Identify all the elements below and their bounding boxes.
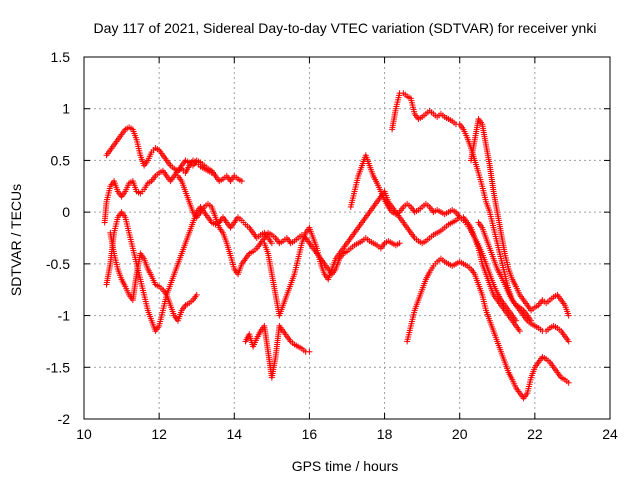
- data-point: [306, 348, 313, 355]
- chart-title: Day 117 of 2021, Sidereal Day-to-day VTE…: [94, 20, 597, 36]
- data-point: [396, 240, 403, 247]
- y-tick-label: 0.5: [51, 152, 71, 168]
- data-points: [101, 90, 572, 402]
- x-tick-label: 20: [452, 426, 468, 442]
- x-tick-label: 24: [602, 426, 618, 442]
- x-tick-label: 18: [377, 426, 393, 442]
- grid: [84, 57, 610, 419]
- data-point: [565, 379, 572, 386]
- data-point: [208, 169, 215, 176]
- data-point: [565, 338, 572, 345]
- y-tick-label: 0: [62, 204, 70, 220]
- x-tick-label: 16: [302, 426, 318, 442]
- data-point: [516, 328, 523, 335]
- y-tick-label: -2: [58, 411, 71, 427]
- x-tick-label: 12: [151, 426, 167, 442]
- data-point: [268, 240, 275, 247]
- plot-frame: [83, 56, 611, 420]
- y-axis-label: SDTVAR / TECUs: [8, 184, 24, 296]
- data-point: [513, 317, 520, 324]
- x-tick-label: 22: [527, 426, 543, 442]
- x-tick-label: 10: [76, 426, 92, 442]
- data-point: [238, 178, 245, 185]
- axis-tick-labels: 10 12 14 16 18 20 22 24 -2 -1.5 -1 -0.5 0 0.5 1 1.5: [46, 49, 618, 442]
- axis-ticks: [83, 56, 611, 420]
- x-axis-label: GPS time / hours: [292, 458, 399, 474]
- data-point: [193, 291, 200, 298]
- x-tick-label: 14: [226, 426, 242, 442]
- y-tick-label: -0.5: [46, 256, 70, 272]
- y-tick-label: -1.5: [46, 359, 70, 375]
- y-tick-label: -1: [58, 308, 71, 324]
- y-tick-label: 1.5: [51, 49, 71, 65]
- data-point: [565, 312, 572, 319]
- y-tick-label: 1: [62, 101, 70, 117]
